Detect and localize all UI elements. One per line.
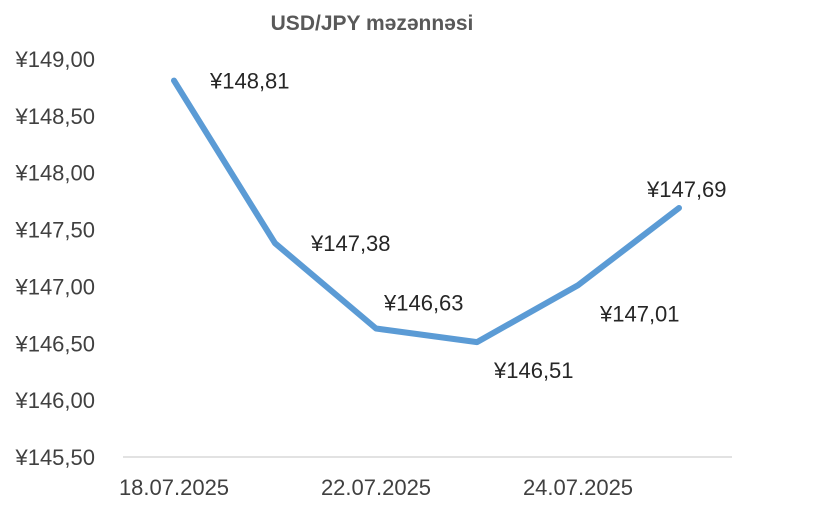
- y-tick-label: ¥146,00: [14, 388, 95, 413]
- data-label: ¥146,51: [493, 358, 574, 383]
- chart-title: USD/JPY məzənnəsi: [271, 12, 474, 35]
- series-line-usdjpy: [171, 77, 682, 346]
- y-tick-label: ¥148,50: [14, 104, 95, 129]
- y-tick-label: ¥147,50: [14, 218, 95, 243]
- y-tick-label: ¥147,00: [14, 274, 95, 299]
- y-tick-label: ¥146,50: [14, 331, 95, 356]
- data-labels: ¥148,81 ¥147,38 ¥146,63 ¥146,51 ¥147,01 ¥147,…: [209, 69, 727, 384]
- x-tick-label: 22.07.2025: [321, 475, 431, 500]
- x-axis-tick-labels: 18.07.2025 22.07.2025 24.07.2025: [119, 475, 633, 500]
- data-label: ¥147,69: [646, 177, 727, 202]
- data-label: ¥147,01: [599, 301, 680, 326]
- x-tick-label: 18.07.2025: [119, 475, 229, 500]
- x-tick-label: 24.07.2025: [523, 475, 633, 500]
- data-label: ¥148,81: [209, 69, 290, 94]
- y-tick-label: ¥145,50: [14, 445, 95, 470]
- data-label: ¥146,63: [383, 291, 464, 316]
- y-tick-label: ¥148,00: [14, 161, 95, 186]
- y-tick-label: ¥149,00: [14, 47, 95, 72]
- data-label: ¥147,38: [310, 231, 391, 256]
- y-axis-tick-labels: ¥145,50 ¥146,00 ¥146,50 ¥147,00 ¥147,50 ¥148,…: [14, 47, 95, 470]
